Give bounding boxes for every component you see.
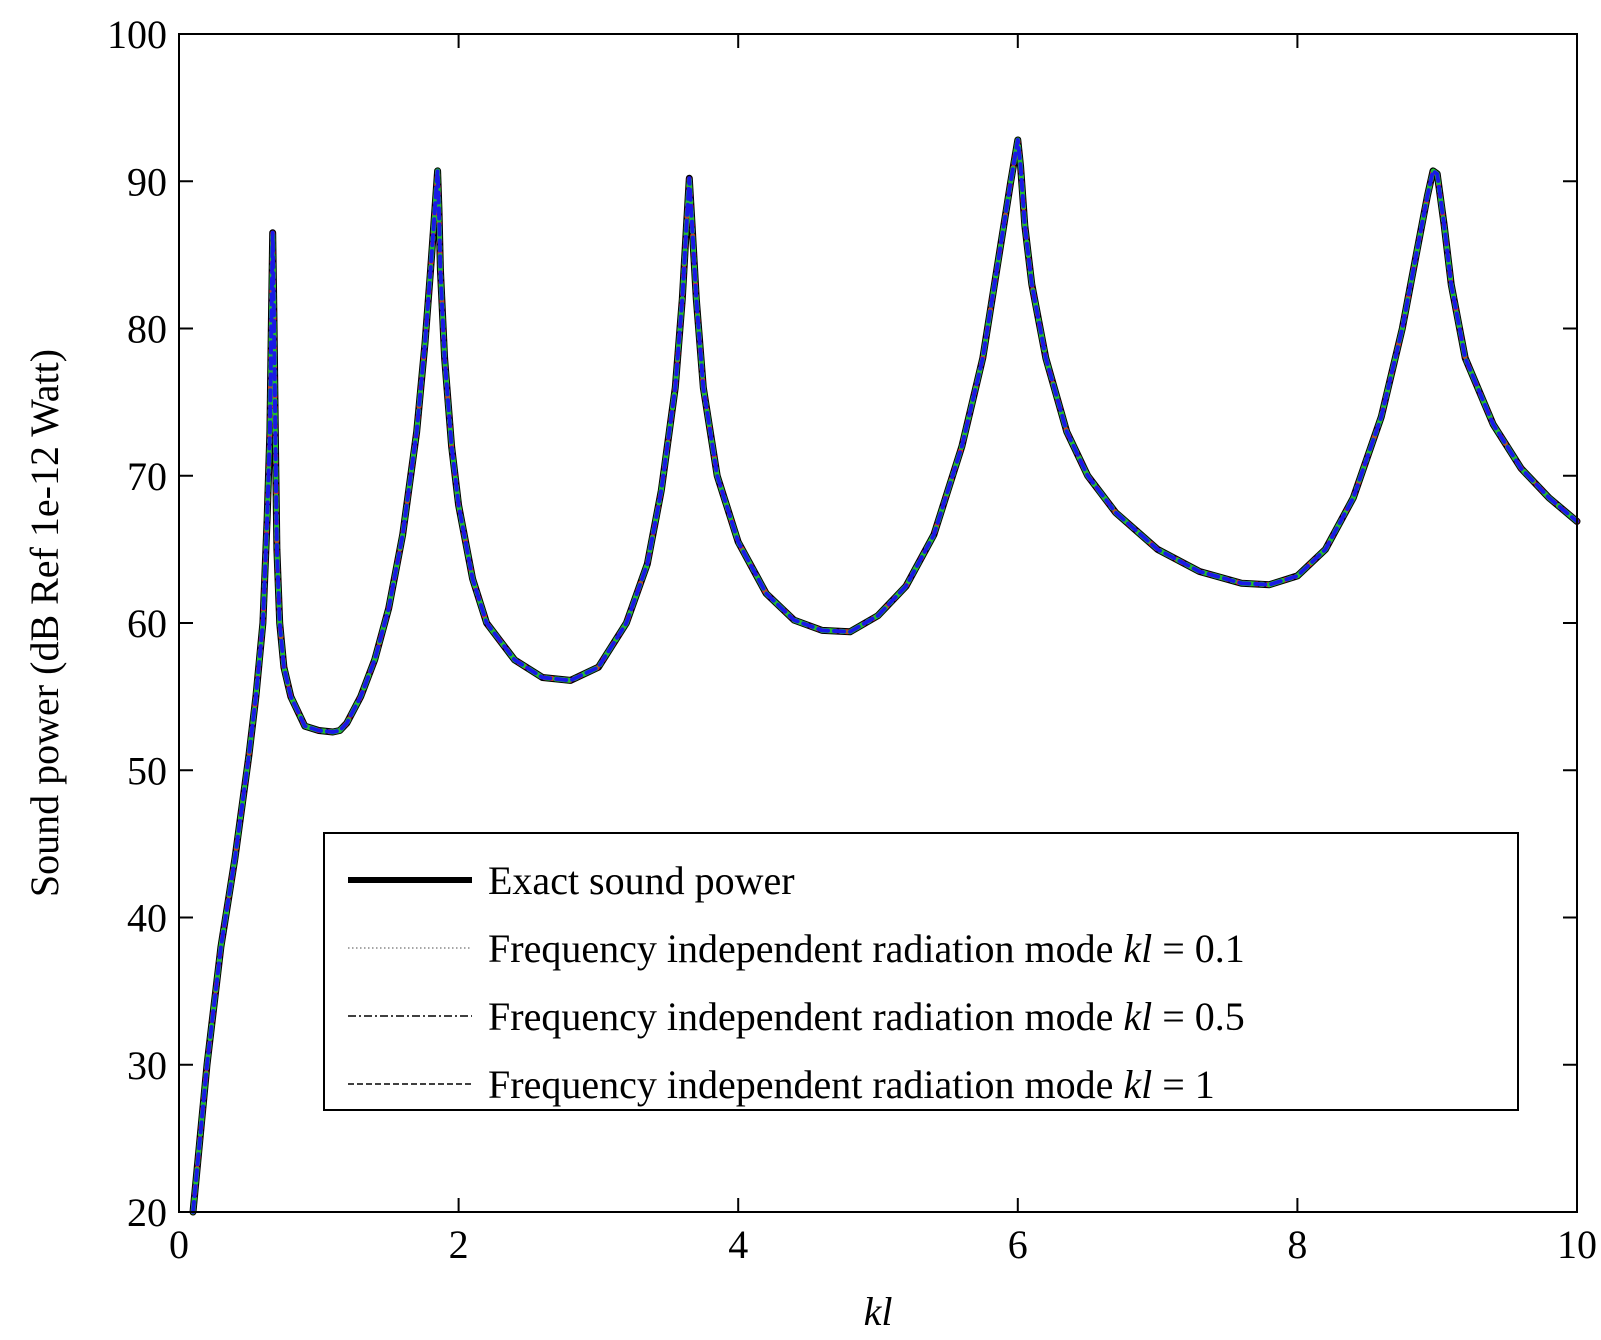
legend-label-prefix: Exact sound power xyxy=(488,858,795,903)
x-tick-label: 6 xyxy=(1008,1222,1028,1267)
y-tick-label: 90 xyxy=(127,159,167,204)
x-tick-label: 2 xyxy=(449,1222,469,1267)
legend-label-kl: kl xyxy=(1123,1062,1152,1107)
legend-label-kl: kl xyxy=(1123,926,1152,971)
x-tick-label: 0 xyxy=(169,1222,189,1267)
y-axis-label: Sound power (dB Ref 1e-12 Watt) xyxy=(22,349,67,897)
legend-label-prefix: Frequency independent radiation mode xyxy=(488,926,1123,971)
y-tick-label: 60 xyxy=(127,601,167,646)
axis-ticks xyxy=(178,33,1578,1213)
legend-box xyxy=(323,832,1519,1111)
legend-label-suffix: = 1 xyxy=(1152,1062,1215,1107)
series-curves xyxy=(189,136,1581,1216)
legend-label-prefix: Frequency independent radiation mode xyxy=(488,1062,1123,1107)
y-tick-label: 80 xyxy=(127,307,167,352)
legend: Exact sound power Frequency independent r… xyxy=(323,832,1519,1111)
x-tick-label: 8 xyxy=(1287,1222,1307,1267)
y-tick-label: 40 xyxy=(127,896,167,941)
legend-label-0: Exact sound power xyxy=(488,858,795,903)
legend-label-suffix: = 0.1 xyxy=(1152,926,1245,971)
x-tick-label: 4 xyxy=(728,1222,748,1267)
y-tick-label: 100 xyxy=(107,12,167,57)
legend-label-suffix: = 0.5 xyxy=(1152,994,1245,1039)
legend-label-3: Frequency independent radiation mode kl … xyxy=(488,1062,1215,1107)
legend-label-1: Frequency independent radiation mode kl … xyxy=(488,926,1245,971)
y-tick-label: 50 xyxy=(127,748,167,793)
legend-label-prefix: Frequency independent radiation mode xyxy=(488,994,1123,1039)
tick-labels: 0 2 4 6 8 10 20 30 40 50 60 70 80 90 100 xyxy=(107,12,1597,1267)
x-axis-label: kl xyxy=(864,1289,893,1334)
legend-label-2: Frequency independent radiation mode kl … xyxy=(488,994,1245,1039)
legend-label-kl: kl xyxy=(1123,994,1152,1039)
x-tick-label: 10 xyxy=(1557,1222,1597,1267)
y-tick-label: 70 xyxy=(127,454,167,499)
y-tick-label: 20 xyxy=(127,1190,167,1235)
y-tick-label: 30 xyxy=(127,1043,167,1088)
series-line-3 xyxy=(191,138,1579,1214)
